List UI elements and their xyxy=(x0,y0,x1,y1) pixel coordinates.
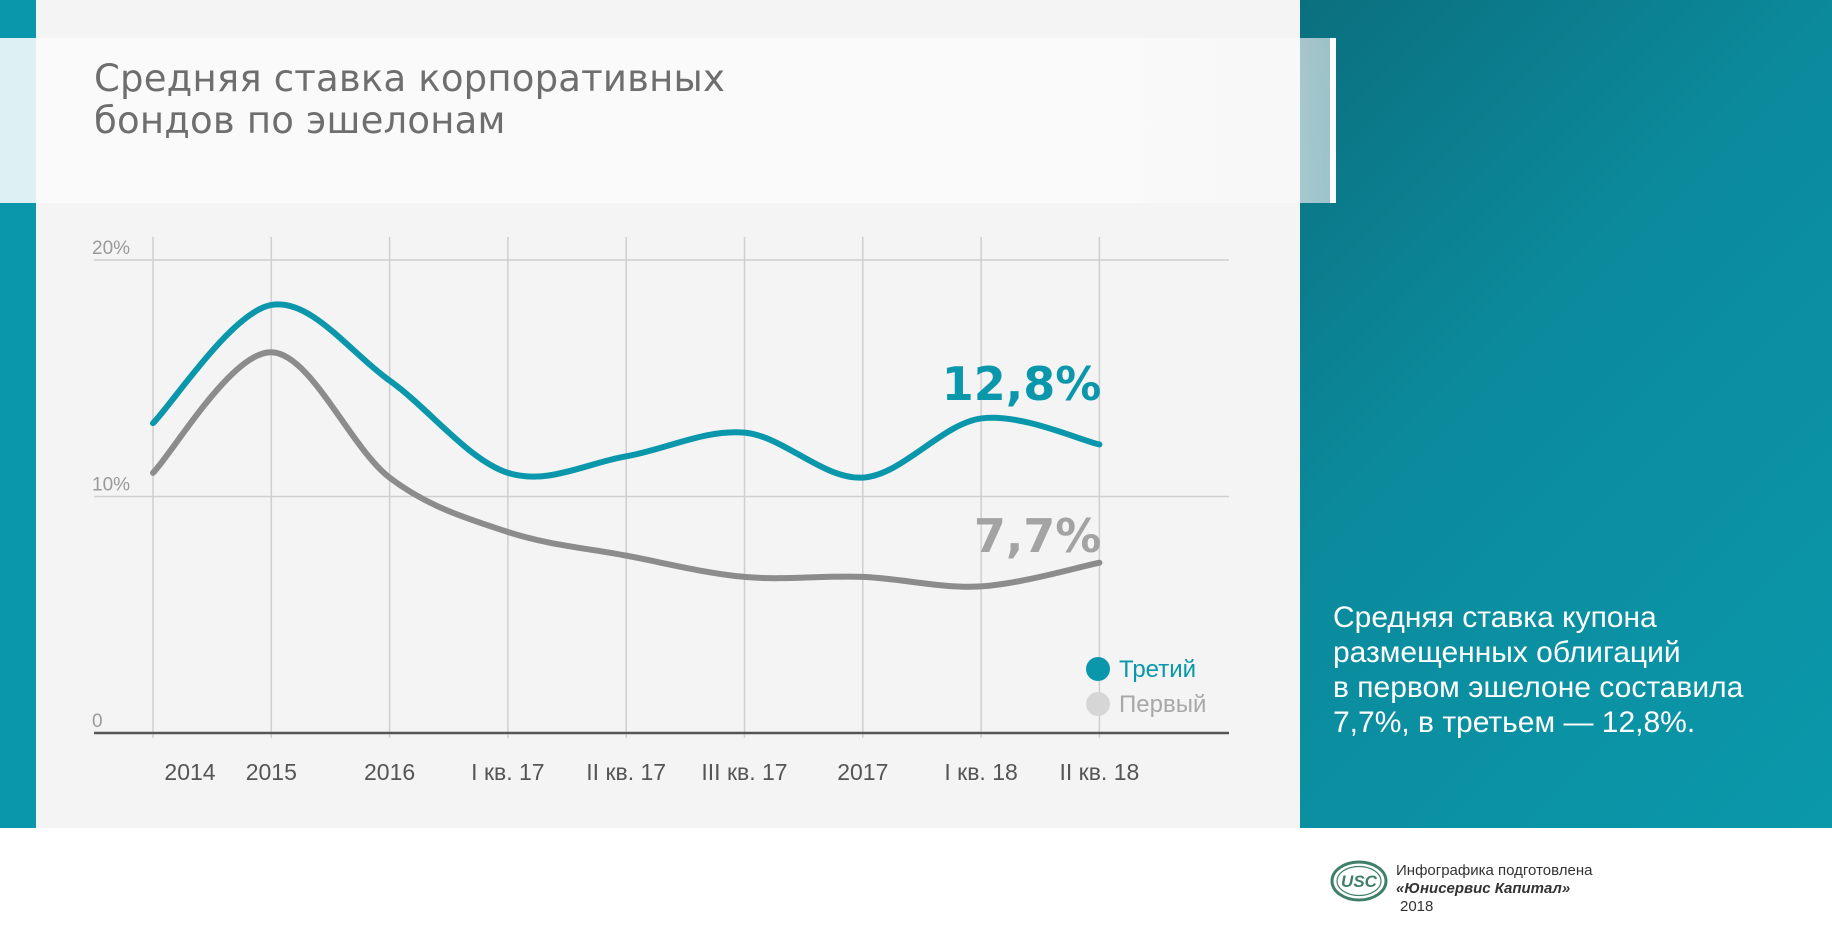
chart-labels: 20% 10% 0 2014 2015 2016 I кв. 17 II кв. 17 III … xyxy=(92,238,1139,785)
summary-panel xyxy=(1300,0,1832,828)
x-tick-label: I кв. 18 xyxy=(944,759,1017,785)
x-tick-label: II кв. 18 xyxy=(1059,759,1139,785)
chart-grid xyxy=(94,237,1229,738)
legend-label-third: Третий xyxy=(1119,656,1196,683)
credit-line-1: Инфографика подготовлена xyxy=(1396,862,1593,879)
x-tick-label: II кв. 17 xyxy=(586,759,666,785)
title-accent-bar xyxy=(1330,38,1336,203)
summary-line-3: в первом эшелоне составила xyxy=(1333,671,1744,704)
x-tick-label: I кв. 17 xyxy=(471,759,544,785)
credit-line-2: «Юнисервис Капитал» xyxy=(1396,880,1571,897)
y-tick-label: 0 xyxy=(92,711,103,732)
summary-line-1: Средняя ставка купона xyxy=(1333,601,1657,634)
page-title-line-1: Средняя ставка корпоративных xyxy=(94,57,726,100)
summary-line-2: размещенных облигаций xyxy=(1333,636,1681,669)
x-tick-label: 2014 xyxy=(164,759,215,785)
logo-text: USC xyxy=(1341,872,1378,891)
legend-label-first: Первый xyxy=(1119,691,1206,718)
legend-marker-first xyxy=(1086,692,1110,716)
end-value-label-first: 7,7% xyxy=(974,509,1102,563)
credit-year: 2018 xyxy=(1400,898,1434,915)
series-line-third xyxy=(150,301,1103,481)
y-tick-label: 20% xyxy=(92,238,130,259)
page-title: Средняя ставка корпоративных бондов по э… xyxy=(94,58,725,142)
chart-series xyxy=(150,301,1103,590)
line-chart: 20% 10% 0 2014 2015 2016 I кв. 17 II кв. 17 III … xyxy=(92,237,1229,785)
title-band-edge xyxy=(1300,38,1334,203)
x-tick-label: 2015 xyxy=(246,759,297,785)
legend-marker-third xyxy=(1086,657,1110,681)
x-tick-label: 2016 xyxy=(364,759,415,785)
summary-line-4: 7,7%, в третьем — 12,8%. xyxy=(1333,706,1696,739)
x-tick-label: III кв. 17 xyxy=(701,759,787,785)
page-title-line-2: бондов по эшелонам xyxy=(94,99,506,142)
summary-text: Средняя ставка купона размещенных облига… xyxy=(1333,600,1803,740)
left-accent-light xyxy=(0,38,36,203)
title-band xyxy=(36,38,1336,203)
y-tick-label: 10% xyxy=(92,475,130,496)
end-value-label-third: 12,8% xyxy=(942,357,1102,411)
x-tick-label: 2017 xyxy=(837,759,888,785)
usc-logo: USC xyxy=(1330,860,1388,902)
credit-block: Инфографика подготовлена «Юнисервис Капи… xyxy=(1396,862,1592,916)
series-line-first xyxy=(150,349,1103,590)
chart-legend: Третий Первый xyxy=(1086,656,1206,718)
